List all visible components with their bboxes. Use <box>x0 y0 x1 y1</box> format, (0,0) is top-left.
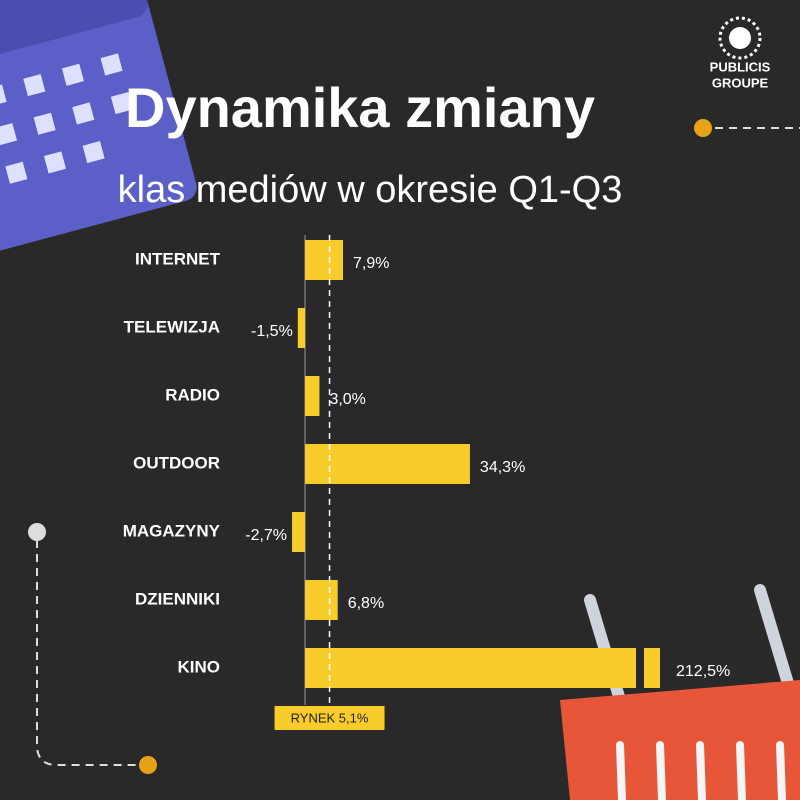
value-label: -2,7% <box>245 527 287 544</box>
value-label: 6,8% <box>348 595 384 612</box>
value-label: 7,9% <box>353 255 389 272</box>
category-label: MAGAZYNY <box>123 521 221 540</box>
bar <box>297 308 306 348</box>
value-label: 34,3% <box>480 459 525 476</box>
calendar-decoration <box>0 0 197 254</box>
bar <box>305 580 338 620</box>
category-label: DZIENNIKI <box>135 589 220 608</box>
value-label: 3,0% <box>329 391 365 408</box>
bar-stub <box>644 648 660 688</box>
reference-box <box>274 706 385 730</box>
chart-title: Dynamika zmiany <box>125 76 595 139</box>
value-label: 212,5% <box>676 663 730 680</box>
logo: PUBLICIS GROUPE <box>710 16 771 90</box>
chart-subtitle: klas mediów w okresie Q1-Q3 <box>118 169 623 211</box>
bar <box>305 240 344 280</box>
basket-decoration <box>560 584 800 800</box>
dashed-decoration <box>36 127 800 766</box>
category-label: INTERNET <box>135 249 221 268</box>
category-label: KINO <box>178 657 221 676</box>
category-label: RADIO <box>165 385 220 404</box>
brand-line: GROUPE <box>712 75 769 90</box>
value-label: -1,5% <box>251 323 293 340</box>
dot <box>694 119 712 137</box>
category-label: TELEWIZJA <box>124 317 220 336</box>
bar <box>305 444 470 484</box>
brand-line: PUBLICIS <box>710 59 771 74</box>
bar <box>305 648 636 688</box>
category-label: OUTDOOR <box>133 453 220 472</box>
dot <box>139 756 157 774</box>
bar <box>292 512 306 552</box>
bar <box>305 376 320 416</box>
reference-label: RYNEK 5,1% <box>291 710 369 725</box>
dot <box>28 523 46 541</box>
